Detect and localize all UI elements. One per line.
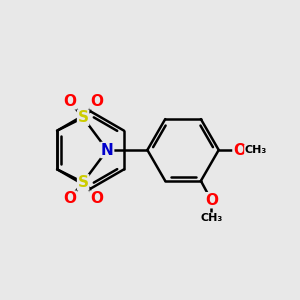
- Text: CH₃: CH₃: [200, 213, 222, 223]
- Text: O: O: [90, 94, 103, 109]
- Text: O: O: [63, 94, 76, 109]
- Text: O: O: [233, 142, 246, 158]
- Text: S: S: [78, 110, 88, 125]
- Text: O: O: [205, 193, 218, 208]
- Text: N: N: [101, 142, 114, 158]
- Text: S: S: [78, 175, 88, 190]
- Text: O: O: [90, 191, 103, 206]
- Text: O: O: [63, 191, 76, 206]
- Text: CH₃: CH₃: [245, 145, 267, 155]
